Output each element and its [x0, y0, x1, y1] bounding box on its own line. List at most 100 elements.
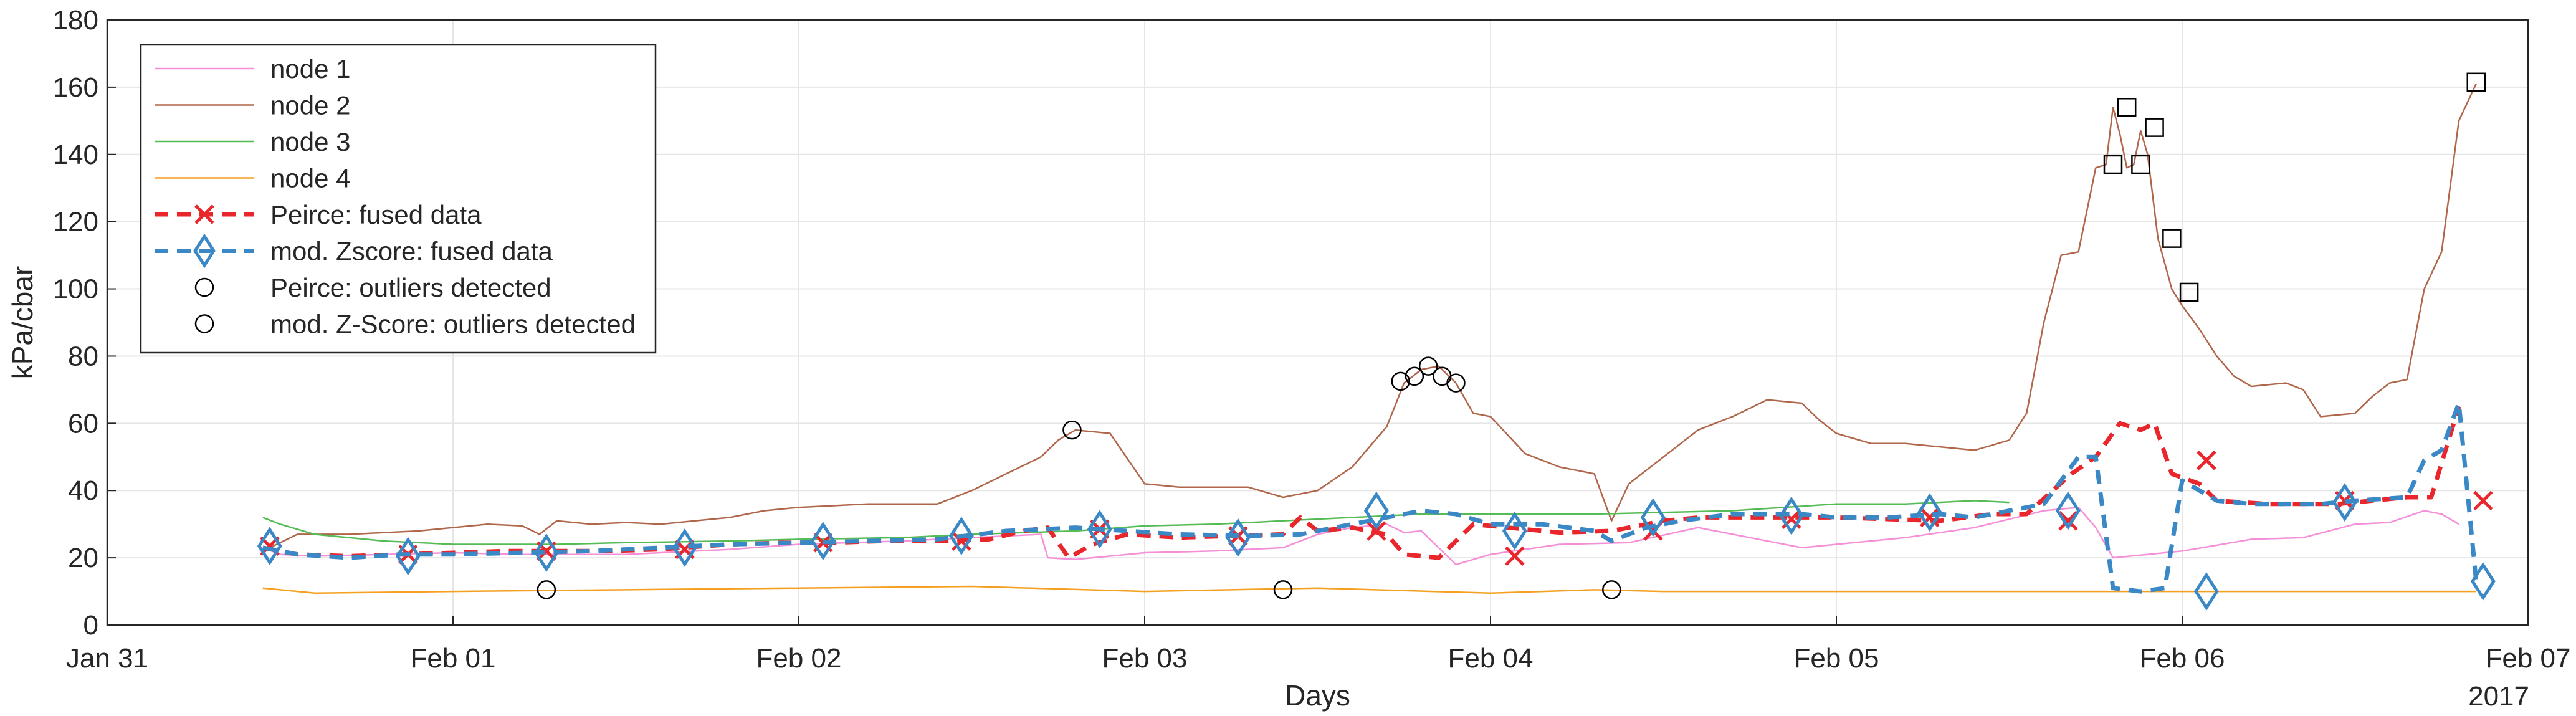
data-point-x — [2197, 450, 2216, 470]
data-point-diamond — [1778, 496, 1804, 535]
y-tick-label: 180 — [53, 5, 98, 36]
data-point-square — [2179, 282, 2199, 302]
series-peirce-outliers-detected — [537, 356, 1621, 599]
x-tick-label: Feb 07 — [2486, 643, 2571, 674]
data-point-x — [1367, 521, 1386, 541]
data-point-circle — [537, 580, 556, 599]
x-tick-label: Feb 04 — [1448, 643, 1534, 674]
data-point-x-stroke-b — [2197, 450, 2216, 470]
data-point-x-stroke-b — [1367, 521, 1386, 541]
y-tick-label: 160 — [53, 72, 98, 103]
axes-frame — [106, 19, 2529, 626]
legend-box — [140, 44, 657, 354]
legend-swatch-marker — [194, 314, 214, 333]
year-label: 2017 — [2468, 681, 2529, 712]
series-line-mod-zscore-fused-data — [262, 401, 2479, 594]
data-point-diamond — [1225, 518, 1251, 557]
y-tick-label: 60 — [68, 408, 98, 439]
series-line-peirce-fused-data — [262, 406, 2461, 560]
legend-label: Peirce: fused data — [270, 200, 482, 229]
data-point-x-stroke-b — [2058, 511, 2078, 531]
data-point-diamond — [2470, 561, 2496, 601]
data-point-diamond — [257, 527, 282, 566]
series-mod-z-score-outliers-detected — [2103, 72, 2486, 302]
legend-label: node 1 — [270, 54, 350, 84]
legend-entry: mod. Zscore: fused data — [155, 233, 553, 269]
legend-label: node 4 — [270, 164, 350, 193]
legend-label: mod. Zscore: fused data — [270, 237, 553, 266]
legend-swatch-marker — [194, 277, 214, 297]
x-tick-label: Feb 05 — [1794, 643, 1879, 674]
y-tick-label: 100 — [53, 274, 98, 305]
y-axis-label: kPa/cbar — [6, 266, 39, 379]
data-point-diamond — [948, 517, 974, 556]
legend-entry: node 3 — [155, 127, 350, 156]
data-point-x-stroke-b — [1920, 507, 1940, 528]
y-tick-label: 0 — [83, 610, 98, 641]
data-point-circle — [1391, 371, 1410, 391]
data-point-diamond — [2193, 572, 2219, 611]
legend-entry: node 1 — [155, 54, 350, 84]
data-point-square — [2117, 98, 2137, 117]
data-point-diamond — [395, 537, 421, 576]
data-point-diamond — [1917, 493, 1942, 532]
legend: node 1 node 2 node 3 node 4 Peirce: fused da… — [140, 44, 657, 354]
data-point-circle — [1273, 580, 1293, 599]
series-layer — [257, 72, 2496, 611]
data-point-square — [2466, 72, 2486, 92]
legend-label: node 2 — [270, 91, 350, 120]
data-point-square — [2145, 118, 2164, 137]
legend-entry: Peirce: outliers detected — [194, 273, 551, 302]
data-point-circle — [1418, 356, 1438, 376]
x-tick-label: Feb 06 — [2140, 643, 2225, 674]
legend-swatch-marker — [193, 233, 216, 269]
data-point-diamond — [533, 533, 559, 572]
x-tick-label: Jan 31 — [66, 643, 148, 674]
data-point-circle — [1602, 580, 1621, 599]
y-tick-label: 40 — [68, 475, 98, 506]
data-point-square — [2103, 155, 2123, 174]
legend-entry: Peirce: fused data — [155, 200, 482, 229]
data-point-diamond — [810, 522, 836, 561]
data-point-diamond — [1502, 511, 1527, 550]
data-point-x — [1920, 507, 1940, 528]
data-point-circle — [1062, 420, 1082, 440]
legend-entry: node 2 — [155, 91, 350, 120]
legend-label: Peirce: outliers detected — [270, 273, 551, 302]
data-point-x — [2473, 490, 2493, 511]
x-tick-label: Feb 03 — [1102, 643, 1188, 674]
y-tick-label: 120 — [53, 207, 98, 237]
series-line-node-4 — [262, 585, 2476, 594]
x-tick-label: Feb 02 — [756, 643, 842, 674]
y-tick-label: 80 — [68, 341, 98, 371]
legend-entry: node 4 — [155, 164, 350, 193]
data-point-diamond — [1640, 498, 1666, 537]
data-point-diamond — [1087, 510, 1112, 549]
data-point-diamond — [2332, 483, 2357, 522]
y-tick-label: 140 — [53, 140, 98, 170]
legend-swatch-marker-stroke-b — [194, 204, 214, 224]
data-point-circle — [1405, 366, 1424, 386]
data-point-diamond — [1363, 491, 1389, 530]
legend-swatch-marker — [194, 204, 214, 224]
data-point-diamond — [2055, 491, 2081, 530]
tick-labels: Jan 31 Feb 01 Feb 02 Feb 03 Feb 04 Feb 05 Feb … — [53, 5, 2571, 674]
y-tick-label: 20 — [68, 543, 98, 573]
legend-label: mod. Z-Score: outliers detected — [270, 310, 636, 339]
data-point-circle — [1446, 373, 1466, 393]
data-point-square — [2131, 155, 2150, 174]
data-point-x — [1505, 546, 1525, 566]
x-axis-label: Days — [1285, 679, 1350, 712]
series-node-4 — [262, 585, 2476, 594]
series-line-node-2 — [262, 83, 2477, 552]
data-point-square — [2162, 229, 2182, 248]
series-mod-zscore-fused-data — [257, 401, 2496, 611]
legend-entry: mod. Z-Score: outliers detected — [194, 310, 636, 339]
data-point-x-stroke-b — [2473, 490, 2493, 511]
series-node-2 — [262, 83, 2477, 552]
data-point-x-stroke-b — [1505, 546, 1525, 566]
series-node-3 — [262, 500, 2010, 545]
axes-box — [106, 19, 2529, 626]
data-point-x — [2058, 511, 2078, 531]
